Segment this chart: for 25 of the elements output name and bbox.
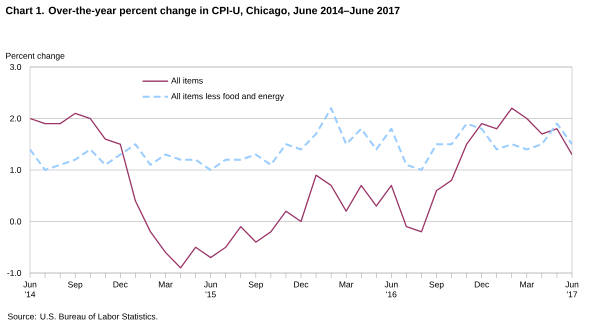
y-tick-label: 0.0 — [10, 218, 22, 224]
x-tick-label: Mar — [158, 282, 173, 288]
source-note: Source: U.S. Bureau of Labor Statistics. — [8, 313, 158, 320]
x-tick-label: Jun '16 — [384, 282, 398, 298]
line-series — [30, 107, 572, 171]
x-tick-label: Sep — [429, 282, 444, 290]
x-tick-label: Dec — [113, 282, 128, 288]
x-tick-label: Jun '17 — [565, 282, 578, 298]
x-tick-label: Jun '14 — [23, 282, 36, 298]
y-tick-label: 3.0 — [10, 64, 22, 70]
x-tick-label: Dec — [474, 282, 489, 288]
y-tick-label: 2.0 — [10, 116, 22, 122]
x-tick-label: Mar — [340, 282, 354, 288]
x-tick-label: Mar — [520, 282, 534, 288]
x-tick-label: Sep — [248, 282, 264, 290]
y-tick-label: -1.0 — [7, 270, 22, 276]
x-tick-label: Sep — [68, 282, 82, 290]
legend-label: All items — [171, 77, 203, 84]
y-tick-label: 1.0 — [10, 167, 22, 173]
chart-title: Chart 1. Over-the-year percent change in CPI-U, Chicago, June 2014–June 2017 — [6, 6, 400, 16]
x-tick-label: Dec — [294, 282, 308, 288]
line-series — [30, 108, 572, 268]
legend-label: All items less food and energy — [171, 92, 284, 101]
x-tick-label: Jun '15 — [204, 282, 217, 298]
y-axis-title: Percent change — [6, 52, 64, 60]
